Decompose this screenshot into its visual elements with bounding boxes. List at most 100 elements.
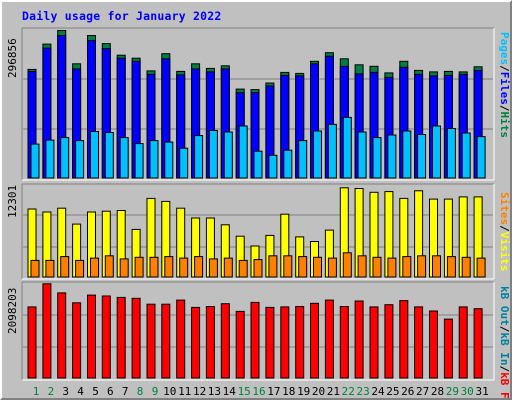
y-max-label-middle: 12301 [6, 184, 19, 218]
bar-sites-day-1 [30, 259, 40, 278]
bar-pages-day-18 [283, 149, 293, 179]
legend-top: Pages/Files/Hits [498, 32, 511, 138]
legend-middle: Sites/Visits [498, 192, 511, 272]
bar-kb-in-day-24 [369, 306, 379, 379]
bar-pages-day-25 [387, 134, 397, 179]
bar-kb-in-day-11 [176, 299, 186, 379]
day-label-12: 12 [193, 385, 206, 398]
day-label-21: 21 [327, 385, 340, 398]
y-max-label-top: 296856 [6, 38, 19, 78]
bar-sites-day-17 [268, 255, 278, 278]
bar-kb-in-day-3 [57, 292, 67, 379]
bar-pages-day-13 [208, 130, 218, 179]
day-label-16: 16 [252, 385, 265, 398]
bar-kb-in-day-27 [414, 306, 424, 379]
bar-sites-day-18 [283, 255, 293, 278]
bar-pages-day-24 [372, 137, 382, 179]
bar-pages-day-30 [461, 132, 471, 179]
bar-kb-in-day-25 [384, 304, 394, 379]
day-label-18: 18 [282, 385, 295, 398]
bar-pages-day-3 [60, 137, 70, 179]
bar-pages-day-22 [342, 116, 352, 179]
bar-pages-day-15 [238, 125, 248, 179]
y-max-label-bottom: 2098203 [6, 287, 19, 334]
bar-kb-in-day-19 [295, 306, 305, 379]
bar-sites-day-28 [432, 255, 441, 278]
bar-sites-day-19 [298, 256, 308, 278]
bar-pages-day-7 [119, 137, 129, 179]
bar-pages-day-20 [313, 130, 322, 179]
legend-bottom: kB Out/kB In/kB F [498, 286, 511, 399]
day-label-8: 8 [137, 385, 144, 398]
bar-sites-day-25 [387, 257, 397, 278]
bar-kb-in-day-29 [443, 318, 453, 379]
day-label-6: 6 [107, 385, 114, 398]
bar-pages-day-6 [104, 132, 114, 179]
day-label-15: 15 [238, 385, 251, 398]
bar-sites-day-2 [45, 259, 55, 278]
day-label-9: 9 [152, 385, 159, 398]
bar-pages-day-26 [402, 130, 412, 179]
bar-pages-day-29 [446, 128, 456, 179]
bar-sites-day-7 [119, 258, 129, 278]
bar-pages-day-5 [90, 131, 99, 179]
bar-pages-day-23 [357, 131, 367, 179]
day-label-5: 5 [92, 385, 99, 398]
bar-kb-in-day-12 [191, 306, 201, 379]
bar-sites-day-8 [134, 256, 144, 278]
bar-kb-in-day-6 [101, 295, 111, 379]
bar-sites-day-3 [60, 256, 70, 278]
day-label-14: 14 [223, 385, 237, 398]
bar-kb-in-day-14 [220, 303, 230, 379]
bar-pages-day-28 [432, 125, 441, 179]
bar-pages-day-2 [45, 139, 55, 179]
day-label-1: 1 [33, 385, 40, 398]
bar-kb-in-day-10 [161, 303, 171, 379]
bar-kb-in-day-16 [250, 301, 260, 379]
bar-sites-day-12 [194, 256, 204, 278]
legend-kb-f: kB F [498, 372, 511, 399]
bar-sites-day-5 [90, 257, 99, 278]
bar-kb-in-day-15 [235, 310, 245, 379]
chart-title: Daily usage for January 2022 [22, 9, 222, 23]
bar-pages-day-9 [149, 140, 159, 179]
bar-pages-day-27 [417, 134, 427, 179]
day-label-24: 24 [371, 385, 385, 398]
bar-sites-day-23 [357, 255, 367, 278]
bar-kb-in-day-22 [339, 306, 349, 379]
bar-kb-in-day-8 [131, 297, 141, 379]
bar-sites-day-30 [461, 256, 471, 278]
day-label-23: 23 [356, 385, 369, 398]
day-label-26: 26 [401, 385, 414, 398]
bar-sites-day-24 [372, 256, 382, 278]
bar-pages-day-11 [179, 147, 189, 179]
bar-sites-day-27 [417, 255, 427, 278]
day-label-25: 25 [386, 385, 399, 398]
bar-sites-day-14 [223, 257, 233, 278]
bar-kb-in-day-28 [429, 310, 438, 379]
bar-pages-day-1 [30, 143, 40, 179]
bar-kb-in-day-23 [354, 300, 364, 379]
bar-kb-in-day-26 [399, 300, 409, 379]
day-label-3: 3 [62, 385, 69, 398]
legend-sites: Sites [498, 192, 511, 226]
bar-pages-day-10 [164, 141, 174, 179]
day-label-29: 29 [446, 385, 459, 398]
day-label-7: 7 [122, 385, 129, 398]
bar-pages-day-19 [298, 140, 308, 179]
day-label-10: 10 [163, 385, 176, 398]
bar-kb-in-day-20 [310, 302, 319, 379]
bar-kb-in-day-31 [473, 308, 483, 379]
bar-sites-day-29 [446, 256, 456, 278]
legend-sep-3: / [498, 225, 511, 232]
bar-pages-day-12 [194, 135, 204, 179]
bar-kb-in-day-9 [146, 303, 156, 379]
bars-layer [27, 30, 486, 379]
legend-files: Files [498, 71, 511, 105]
legend-sep-2: / [498, 104, 511, 112]
day-label-31: 31 [475, 385, 488, 398]
day-label-2: 2 [48, 385, 55, 398]
day-label-28: 28 [431, 385, 444, 398]
bar-sites-day-26 [402, 256, 412, 278]
